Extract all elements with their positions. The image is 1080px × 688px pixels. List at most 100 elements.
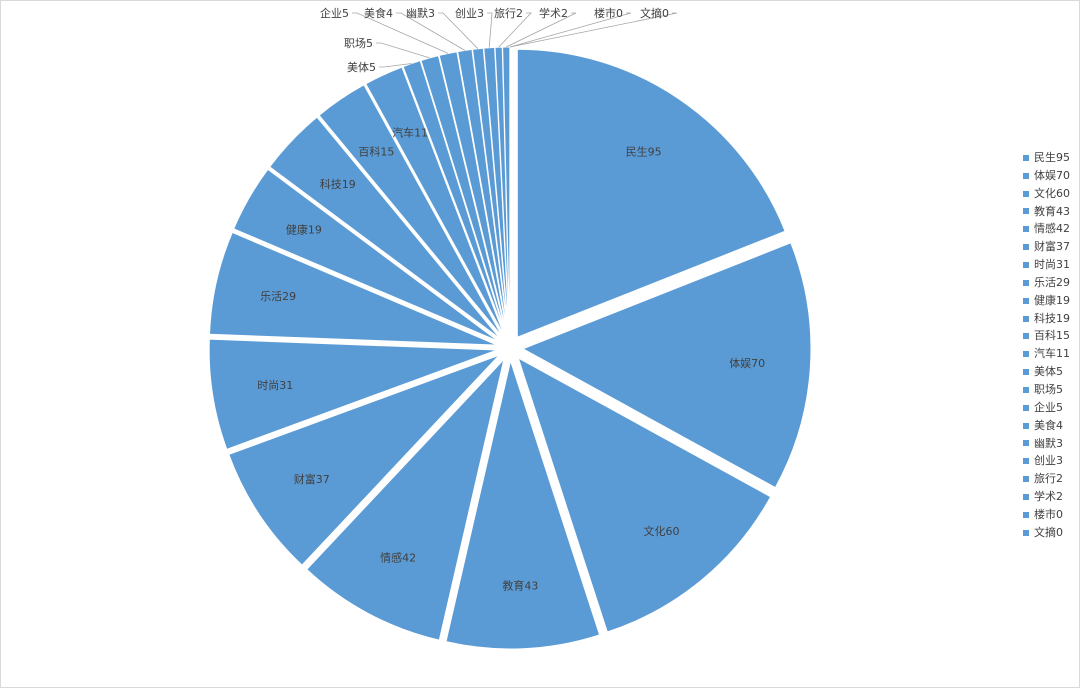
data-label-情感: 情感42 [380,552,416,565]
leader-lines [352,12,678,68]
data-label-创业: 创业3 [455,7,484,20]
legend-swatch [1023,244,1029,251]
legend-label: 科技19 [1034,311,1070,325]
pie-slice-体娱 [521,242,812,489]
data-label-时尚: 时尚31 [257,378,293,392]
legend-label: 创业3 [1034,454,1063,468]
legend-item-旅行: 旅行2 [1023,470,1079,488]
legend-item-楼市: 楼市0 [1023,506,1079,524]
legend-label: 旅行2 [1034,472,1063,486]
legend-swatch [1023,226,1029,233]
legend-label: 文化60 [1034,186,1070,200]
legend-item-企业: 企业5 [1023,399,1079,417]
legend-item-学术: 学术2 [1023,488,1079,506]
data-label-学术: 学术2 [539,6,568,20]
legend-label: 体娱70 [1034,168,1070,182]
legend-label: 民生95 [1034,151,1070,164]
leader-line-职场 [376,42,430,59]
legend-swatch [1023,386,1029,393]
pie-slice-科技 [269,116,501,340]
legend-label: 文摘0 [1034,525,1063,539]
legend-swatch [1023,190,1029,197]
legend-swatch [1023,404,1029,411]
legend-item-汽车: 汽车11 [1023,345,1079,363]
legend-item-情感: 情感42 [1023,220,1079,238]
legend-label: 美体5 [1034,365,1063,379]
legend-label: 楼市0 [1034,507,1063,521]
data-label-文摘: 文摘0 [640,6,669,20]
legend-swatch [1023,261,1029,268]
leader-line-幽默 [438,12,479,49]
legend-label: 幽默3 [1034,436,1063,450]
legend-swatch [1023,315,1029,322]
pie-slice-企业 [438,51,508,336]
legend-swatch [1023,493,1029,500]
data-label-文化: 文化60 [644,524,680,538]
pie-slice-财富 [228,354,500,566]
legend-item-创业: 创业3 [1023,452,1079,470]
legend-swatch [1023,154,1029,161]
data-label-科技: 科技19 [320,177,356,191]
legend-label: 美食4 [1034,418,1063,432]
leader-line-企业 [352,12,449,54]
legend-label: 百科15 [1034,329,1070,343]
data-label-美体: 美体5 [347,60,376,74]
pie-slice-文化 [517,356,772,633]
data-label-楼市: 楼市0 [594,6,623,20]
data-label-体娱: 体娱70 [729,356,765,370]
data-label-汽车: 汽车11 [392,125,428,139]
legend-item-教育: 教育43 [1023,203,1079,221]
leader-line-美食 [396,12,466,51]
legend-item-财富: 财富37 [1023,238,1079,256]
pie-slice-乐活 [209,231,498,346]
leader-line-楼市 [509,12,632,48]
legend-label: 职场5 [1034,382,1063,396]
legend-swatch [1023,172,1029,179]
leader-line-创业 [487,12,493,48]
leader-line-文摘 [509,12,678,48]
pie-slices [208,46,812,650]
legend-swatch [1023,476,1029,483]
legend-item-体娱: 体娱70 [1023,167,1079,185]
legend-label: 财富37 [1034,240,1070,254]
pie-slice-时尚 [208,338,498,450]
legend-item-健康: 健康19 [1023,292,1079,310]
legend-swatch [1023,369,1029,376]
data-label-旅行: 旅行2 [494,6,523,20]
data-label-教育: 教育43 [502,578,538,592]
legend-item-文化: 文化60 [1023,185,1079,203]
data-label-幽默: 幽默3 [406,7,435,20]
pie-slice-健康 [233,168,500,342]
legend-swatch [1023,351,1029,358]
legend-swatch [1023,279,1029,286]
pie-slice-民生 [516,48,786,338]
leader-line-学术 [506,12,577,48]
legend-swatch [1023,458,1029,465]
data-label-职场: 职场5 [344,36,373,50]
data-label-健康: 健康19 [286,223,322,237]
legend-item-职场: 职场5 [1023,381,1079,399]
legend-label: 学术2 [1034,490,1063,504]
legend-item-百科: 百科15 [1023,327,1079,345]
legend-label: 教育43 [1034,204,1070,218]
legend-label: 乐活29 [1034,275,1070,289]
pie-slice-教育 [445,359,601,650]
legend-item-美体: 美体5 [1023,363,1079,381]
legend-label: 时尚31 [1034,258,1070,272]
legend-item-幽默: 幽默3 [1023,435,1079,453]
data-label-企业: 企业5 [320,6,349,20]
legend-item-时尚: 时尚31 [1023,256,1079,274]
legend-swatch [1023,529,1029,536]
data-labels: 民生95 体娱70 文化60 教育43 情感42 财富37 时尚31 乐活29 健康19 科技19… [257,6,765,592]
data-label-百科: 百科15 [358,145,394,159]
legend-swatch [1023,422,1029,429]
legend-label: 企业5 [1034,400,1063,414]
data-label-乐活: 乐活29 [260,290,296,303]
data-label-美食: 美食4 [364,6,393,20]
legend-swatch [1023,333,1029,340]
legend-label: 健康19 [1034,293,1070,307]
legend: 民生95 体娱70 文化60 教育43 情感42 财富37 时尚31 乐活29 健康19 科技19… [1023,149,1079,542]
legend-label: 汽车11 [1034,347,1070,361]
